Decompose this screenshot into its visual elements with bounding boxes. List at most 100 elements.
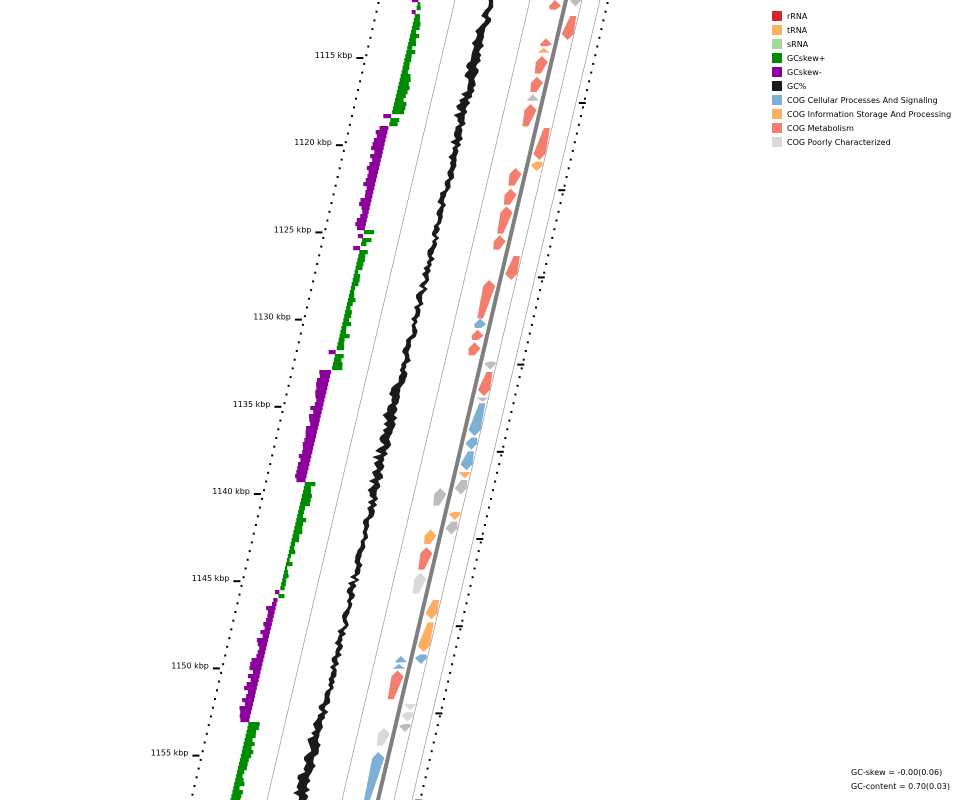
gc-skew-plus-bar [414, 14, 420, 19]
legend-label: COG Cellular Processes And Signaling [787, 95, 938, 105]
gc-skew-plus-bar [350, 286, 355, 291]
feature-arrow-metabolism [533, 128, 550, 160]
gc-skew-minus-bar [247, 674, 260, 679]
gc-skew-plus-bar [238, 762, 248, 767]
gc-skew-plus-bar [284, 570, 288, 575]
feature-arrow-info [530, 161, 543, 172]
gc-skew-plus-bar [239, 758, 249, 763]
gc-skew-plus-bar [297, 514, 303, 519]
backbone-line [375, 0, 569, 800]
feature-arrow-cellular [414, 654, 427, 664]
axis-tick-minor [469, 584, 472, 587]
axis-tick-minor [201, 750, 204, 753]
axis-tick-minor [248, 550, 251, 553]
gc-skew-plus-bar [396, 90, 408, 95]
axis-tick-minor [543, 271, 546, 274]
axis-tick-minor [502, 445, 505, 448]
gc-skew-minus-bar [297, 466, 309, 471]
legend-swatch [772, 11, 782, 21]
gc-skew-minus-bar [267, 614, 274, 619]
gc-skew-plus-bar [412, 22, 421, 27]
gc-skew-plus-bar [348, 298, 356, 303]
axis-tick-minor [477, 550, 480, 553]
axis-tick-minor [530, 323, 533, 326]
axis-tick-minor [197, 767, 200, 770]
axis-tick-minor [498, 463, 501, 466]
gc-skew-minus-bar [250, 678, 259, 683]
feature-arrow-info [417, 622, 434, 652]
axis-tick-major [192, 754, 200, 757]
legend-item: GCskew+ [772, 51, 958, 65]
genome-backbone [375, 0, 569, 800]
gc-skew-plus-bar [248, 722, 260, 727]
axis-tick-minor [252, 532, 255, 535]
gc-content-stat: GC-content = 0.70(0.03) [851, 782, 950, 791]
axis-tick-major [496, 450, 504, 453]
gc-skew-minus-bar [268, 610, 275, 615]
gc-skew-minus-bar [365, 190, 374, 195]
axis-tick-minor [512, 402, 515, 405]
axis-tick-minor [357, 89, 360, 91]
gc-skew-plus-bar [389, 122, 398, 127]
axis-tick-minor [506, 428, 509, 431]
gc-skew-minus-bar [374, 150, 383, 155]
gc-skew-plus-bar [292, 534, 300, 539]
gc-skew-plus-bar [352, 278, 360, 283]
feature-arrow-poor [401, 712, 414, 722]
axis-tick-minor [203, 741, 206, 744]
gc-skew-minus-bar [309, 418, 320, 423]
legend-swatch [772, 137, 782, 147]
legend-item: GCskew- [772, 65, 958, 79]
feature-arrow-metabolism [471, 329, 484, 340]
gc-skew-minus-bar [372, 158, 381, 163]
gc-skew-plus-bar [394, 102, 407, 107]
axis-label: 1155 kbp [151, 749, 189, 758]
gc-skew-plus-bar [407, 46, 413, 51]
axis-tick-minor [340, 158, 343, 161]
axis-tick-minor [471, 576, 474, 579]
axis-tick-minor [487, 506, 490, 509]
legend-swatch [772, 67, 782, 77]
gc-skew-plus-bar [340, 330, 347, 335]
gc-skew-minus-bar [365, 178, 377, 183]
feature-arrow-metabolism [418, 547, 433, 570]
gc-skew-plus-bar [300, 502, 310, 507]
axis-tick-minor [281, 410, 284, 413]
gc-skew-plus-bar [413, 18, 420, 23]
gc-skew-plus-bar [232, 790, 243, 795]
gc-skew-minus-bar [239, 714, 251, 719]
axis-tick-minor [467, 593, 470, 596]
axis-tick-minor [510, 410, 513, 413]
axis-tick-minor [573, 141, 576, 144]
axis-tick-minor [459, 628, 462, 631]
legend-swatch [772, 109, 782, 119]
axis-tick-minor [600, 28, 603, 31]
axis-tick-minor [557, 210, 560, 213]
gc-content-profile [293, 0, 494, 800]
legend-item: COG Cellular Processes And Signaling [772, 93, 958, 107]
feature-arrow-poor [412, 572, 427, 594]
gc-skew-minus-bar [411, 10, 416, 15]
gc-skew-minus-bar [356, 218, 367, 223]
gc-skew-plus-bar [355, 266, 363, 271]
axis-tick-minor [285, 393, 288, 396]
gc-skew-minus-bar [266, 606, 276, 611]
axis-tick-minor [334, 184, 337, 187]
gc-skew-plus-bar [363, 230, 375, 235]
axis-tick-minor [344, 141, 347, 144]
gc-skew-plus-bar [289, 546, 295, 551]
gc-skew-plus-bar [332, 362, 343, 367]
gc-skew-minus-bar [370, 154, 382, 159]
gc-skew-plus-bar [286, 558, 290, 563]
axis-tick-minor [220, 671, 223, 674]
gc-skew-plus-bar [294, 526, 303, 531]
gc-skew-minus-bar [246, 694, 255, 699]
gc-skew-minus-bar [252, 670, 261, 675]
gc-skew-minus-bar [272, 602, 277, 607]
axis-tick-minor [371, 28, 374, 31]
gc-skew-plus-bar [281, 582, 286, 587]
gc-skew-plus-bar [351, 282, 359, 287]
gc-skew-plus-bar [347, 302, 353, 307]
gc-skew-plus-bar [278, 594, 285, 599]
gc-skew-minus-bar [240, 718, 250, 723]
